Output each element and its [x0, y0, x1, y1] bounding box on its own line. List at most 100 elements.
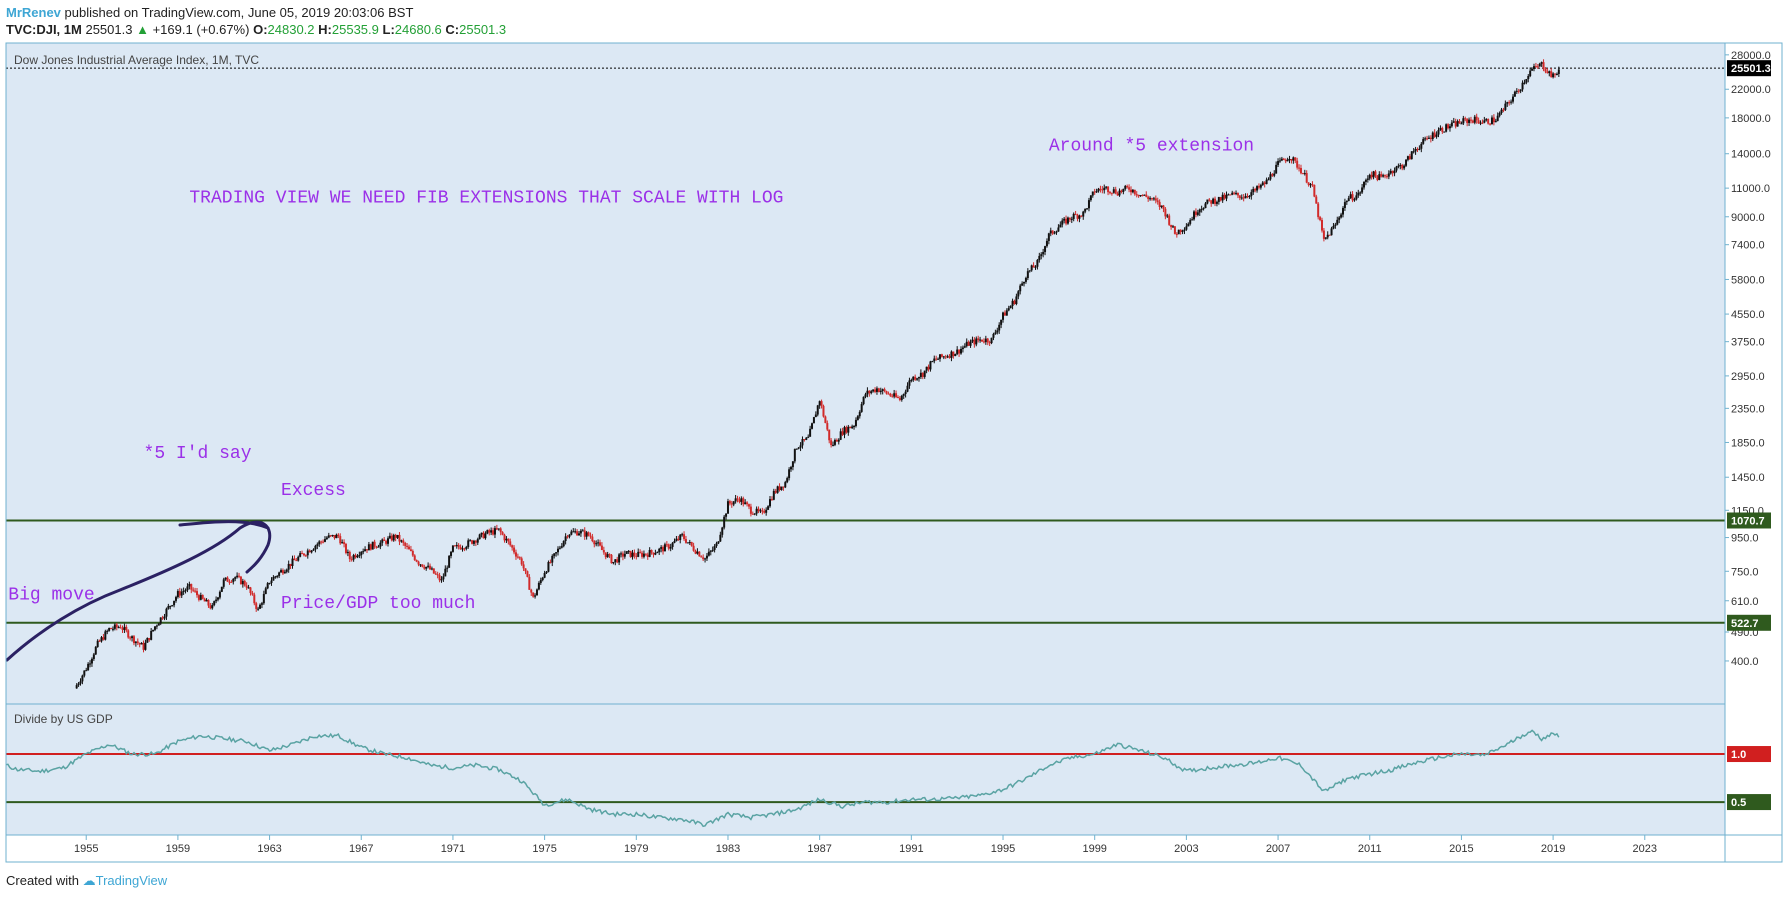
candle-body [883, 389, 886, 392]
candle-body [898, 397, 901, 400]
candle-body [900, 395, 903, 400]
candle-body [1544, 69, 1547, 72]
candle-body [524, 568, 527, 572]
candle-body [354, 555, 357, 558]
candle-body [1454, 121, 1457, 127]
candle-body [1443, 131, 1446, 133]
candle-body [1286, 159, 1289, 162]
candle-body [770, 499, 773, 501]
candle-body [323, 539, 326, 542]
candle-body [1040, 254, 1043, 256]
candle-body [738, 499, 741, 502]
candle-body [705, 555, 708, 559]
candle-body [192, 589, 195, 591]
candle-body [469, 540, 472, 542]
candle-body [111, 628, 114, 630]
candle-body [362, 551, 365, 553]
candle-body [581, 530, 584, 532]
price-badge-label: 522.7 [1731, 618, 1759, 630]
candle-body [679, 534, 682, 540]
candle-body [614, 559, 617, 562]
candle-body [1002, 312, 1005, 320]
x-tick-label: 1979 [624, 843, 648, 855]
candle-body [713, 546, 716, 550]
candle-body [541, 577, 544, 581]
candle-body [1441, 127, 1444, 132]
candle-body [1305, 173, 1308, 183]
candle-body [600, 545, 603, 551]
candle-body [539, 580, 542, 583]
candle-body [1353, 199, 1356, 201]
candle-body [1000, 319, 1003, 325]
candle-body [960, 349, 962, 354]
candle-body [984, 338, 987, 343]
candle-body [1458, 121, 1461, 124]
candle-body [453, 545, 456, 547]
candle-body [814, 414, 817, 418]
candle-body [1462, 118, 1465, 124]
author-link[interactable]: MrRenev [6, 5, 61, 20]
candle-body [650, 549, 653, 553]
candle-body [1307, 182, 1310, 185]
candle-body [448, 555, 451, 568]
candle-body [1082, 211, 1085, 217]
candle-body [356, 555, 359, 558]
candle-body [1487, 119, 1490, 124]
candle-body [891, 395, 894, 397]
candle-body [545, 571, 548, 574]
candle-body [146, 638, 149, 643]
price-badge [1727, 746, 1771, 763]
candle-body [562, 540, 565, 547]
candle-body [110, 628, 113, 630]
candle-body [942, 356, 945, 358]
candle-body [381, 539, 384, 543]
candle-body [1221, 194, 1224, 201]
candle-body [860, 404, 863, 412]
candle-body [551, 555, 554, 563]
candle-body [1280, 158, 1283, 161]
candle-body [801, 439, 804, 446]
candle-body [994, 332, 997, 334]
candle-body [1343, 202, 1346, 208]
candle-body [940, 354, 943, 357]
candle-body [1414, 148, 1417, 152]
candle-body [856, 416, 859, 420]
candle-body [608, 554, 611, 556]
candle-body [152, 629, 155, 631]
candle-body [560, 546, 563, 548]
candle-body [818, 401, 821, 406]
candle-body [1288, 159, 1291, 161]
candle-body [602, 550, 605, 553]
candle-body [938, 354, 941, 359]
candle-body [1007, 308, 1010, 311]
candle-body [1533, 66, 1535, 69]
candle-body [673, 541, 676, 543]
candle-body [89, 663, 92, 665]
candle-body [333, 534, 336, 539]
candle-body [184, 590, 187, 592]
candle-body [946, 356, 949, 358]
y-tick-label: 18000.0 [1731, 113, 1771, 125]
candle-body [1382, 175, 1385, 177]
candle-body [153, 626, 156, 630]
candle-body [1193, 211, 1196, 220]
candle-body [732, 501, 735, 505]
candle-body [917, 377, 920, 379]
candle-body [639, 551, 642, 553]
candle-body [1078, 215, 1081, 219]
candle-body [1095, 191, 1098, 193]
candle-body [329, 535, 332, 537]
candle-body [1202, 208, 1205, 210]
candle-body [1194, 211, 1197, 215]
tradingview-link[interactable]: TradingView [95, 873, 168, 888]
candle-body [757, 508, 760, 512]
tradingview-cloud-icon: ☁ [82, 873, 96, 888]
candle-body [1536, 66, 1539, 68]
candle-body [1326, 234, 1329, 238]
candle-body [150, 630, 153, 640]
candle-body [1231, 192, 1234, 195]
candle-body [780, 486, 783, 491]
candle-body [1116, 193, 1119, 196]
candle-body [1160, 205, 1163, 207]
